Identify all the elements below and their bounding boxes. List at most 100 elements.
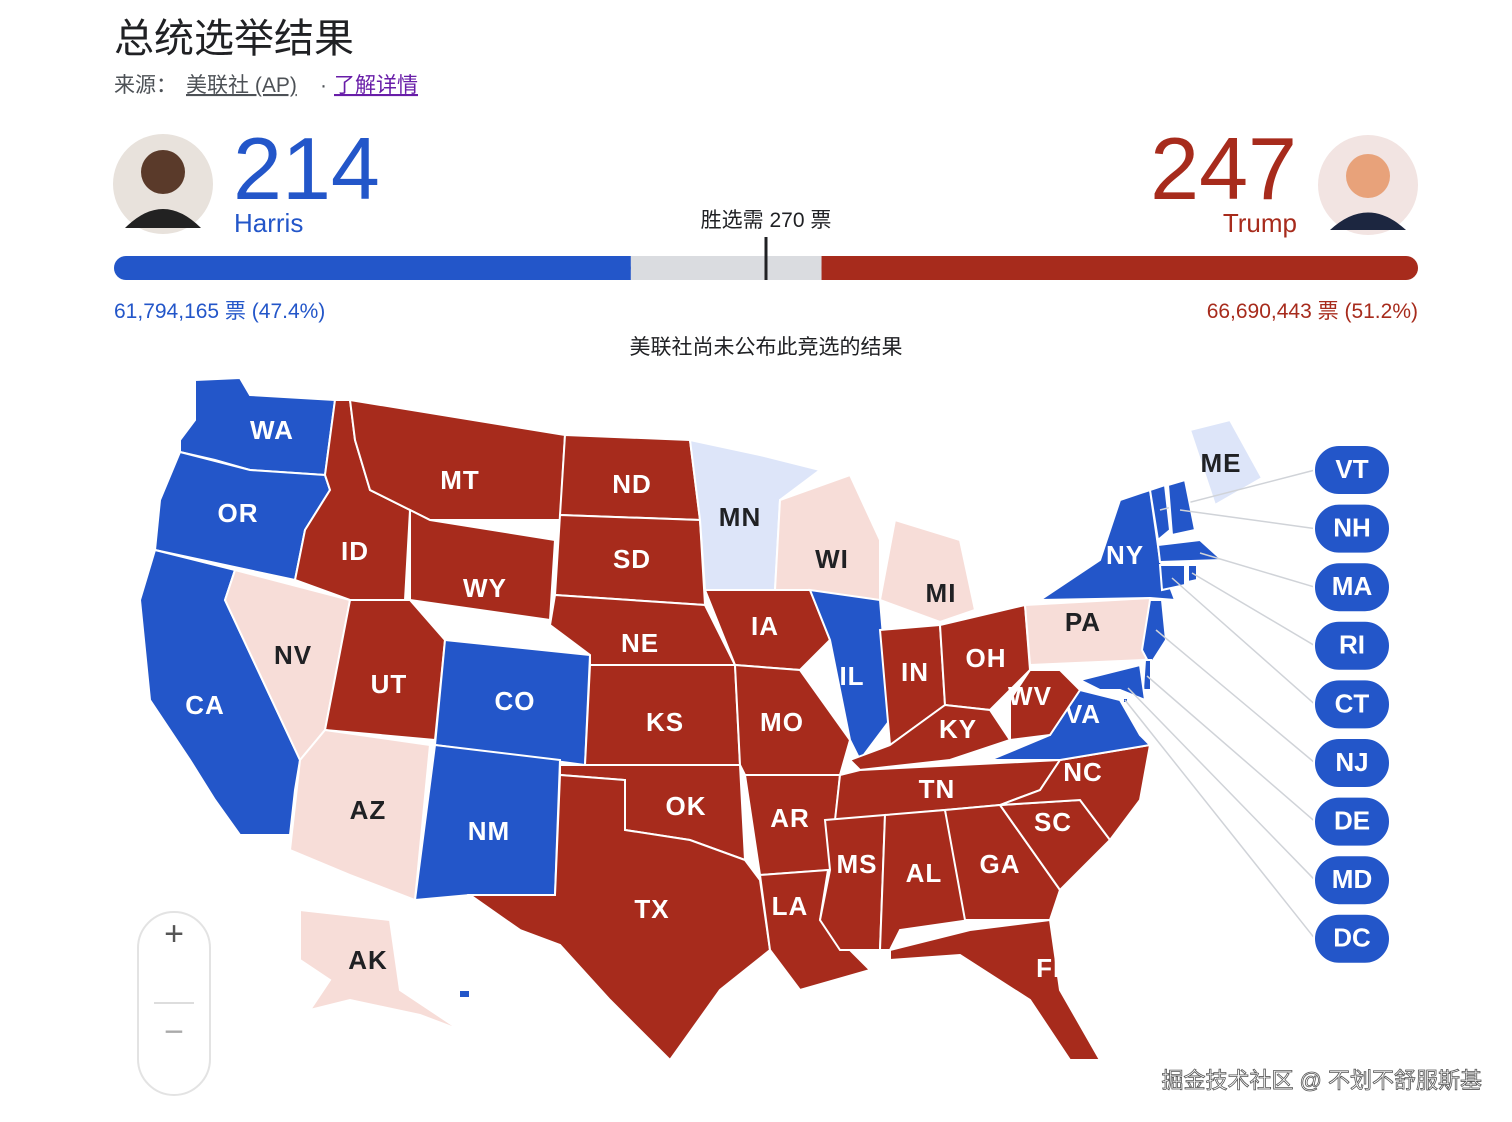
state-label: NM [468, 816, 510, 846]
avatar-face [1346, 154, 1390, 198]
state[interactable] [409, 508, 557, 622]
state[interactable] [1188, 418, 1264, 507]
state[interactable] [1156, 538, 1225, 564]
threshold-label: 胜选需 270 票 [701, 209, 832, 232]
state-label: AK [348, 945, 388, 975]
avatar-body [1330, 212, 1406, 230]
state-label: SD [613, 544, 651, 574]
state[interactable] [878, 518, 977, 624]
state-pill-label: RI [1339, 630, 1365, 660]
state-label: NC [1063, 757, 1103, 787]
electoral-votes: 214 [233, 119, 380, 218]
leader-line [1124, 699, 1316, 940]
state[interactable] [758, 868, 872, 992]
separator: · [320, 74, 327, 97]
state-label: PA [1065, 607, 1101, 637]
electoral-votes: 247 [1150, 119, 1297, 218]
state-pill-label: CT [1335, 688, 1370, 718]
state[interactable] [818, 813, 887, 951]
state-label: MS [837, 849, 878, 879]
state-label: CA [185, 690, 225, 720]
state[interactable] [889, 918, 1102, 1061]
state-label: LA [772, 891, 809, 921]
state[interactable] [288, 728, 432, 902]
state-label: AZ [350, 795, 387, 825]
state-pill[interactable] [1313, 678, 1391, 731]
state-label: IL [839, 661, 864, 691]
state[interactable] [299, 908, 461, 1031]
avatar-face [141, 150, 185, 194]
electoral-bar-body [821, 256, 1406, 280]
learn-more-link[interactable]: 了解详情 [334, 74, 418, 97]
state-label: GA [980, 849, 1021, 879]
state[interactable] [460, 989, 471, 999]
state-label: IA [751, 611, 779, 641]
state-label: NV [274, 640, 312, 670]
state-pill-label: MA [1332, 571, 1373, 601]
state-pill[interactable] [1313, 444, 1391, 496]
state-label: IN [901, 657, 929, 687]
state-label: TN [919, 774, 956, 804]
state-label: NY [1106, 540, 1144, 570]
state-pill-label: NH [1333, 512, 1371, 542]
avatar-body [125, 209, 201, 228]
state[interactable] [943, 803, 1062, 921]
leader-line [1171, 577, 1316, 705]
state-label: TX [634, 894, 669, 924]
leader-line [1146, 675, 1316, 823]
state-pill[interactable] [1313, 502, 1391, 555]
state-label: NE [621, 628, 659, 658]
popular-vote: 66,690,443 票 (51.2%) [1207, 300, 1418, 323]
state-pill[interactable] [1313, 561, 1391, 614]
state-pill-label: VT [1335, 454, 1368, 484]
state[interactable] [1148, 483, 1172, 542]
state-pill[interactable] [1313, 737, 1391, 789]
state-label: SC [1034, 807, 1072, 837]
state-label: ME [1201, 448, 1242, 478]
state-pill-label: NJ [1335, 747, 1368, 777]
leader-line [1191, 572, 1316, 647]
leader-line [1179, 509, 1316, 530]
state-pill[interactable] [1313, 912, 1391, 965]
zoom-in[interactable]: + [164, 915, 184, 953]
state[interactable] [999, 743, 1152, 842]
state-label: MO [760, 707, 804, 737]
state-label: UT [371, 669, 408, 699]
leader-line [1155, 629, 1316, 764]
state-label: AL [906, 858, 943, 888]
state-label: FL [1036, 953, 1070, 983]
state-pill[interactable] [1313, 619, 1391, 672]
state-label: MI [926, 578, 957, 608]
zoom-out[interactable]: − [164, 1013, 184, 1051]
state-label: WV [1008, 681, 1052, 711]
state-label: AR [770, 803, 810, 833]
state-label: HI [504, 1021, 532, 1051]
state-label: KY [939, 714, 977, 744]
leader-line [1199, 552, 1316, 588]
state-pill-label: MD [1332, 864, 1372, 894]
state-pill[interactable] [1313, 795, 1391, 848]
state-pill[interactable] [1313, 854, 1391, 907]
state-label: WA [250, 415, 294, 445]
source-link[interactable]: 美联社 (AP) [186, 74, 297, 97]
state-label: MN [719, 502, 761, 532]
leader-line [1127, 687, 1316, 881]
state-pill-label: DE [1334, 805, 1370, 835]
state[interactable] [938, 603, 1032, 712]
state[interactable] [1009, 669, 1082, 742]
state-label: ID [341, 536, 369, 566]
electoral-bar-body [126, 256, 631, 280]
state[interactable] [773, 473, 881, 612]
state[interactable] [1077, 663, 1147, 702]
map: WA OR CA NV ID MT WY UT CO AZ NM ND SD NE KS OK TX MN IA MO… [138, 376, 1391, 1062]
watermark: 掘金技术社区 @ 不划不舒服斯基 [1161, 1068, 1482, 1093]
state-label: OK [666, 791, 707, 821]
state-label: ND [612, 469, 652, 499]
state[interactable] [1166, 478, 1197, 537]
state-label: OH [966, 643, 1007, 673]
state[interactable] [1141, 659, 1152, 691]
state-label: WI [815, 544, 849, 574]
state[interactable] [1140, 599, 1168, 667]
